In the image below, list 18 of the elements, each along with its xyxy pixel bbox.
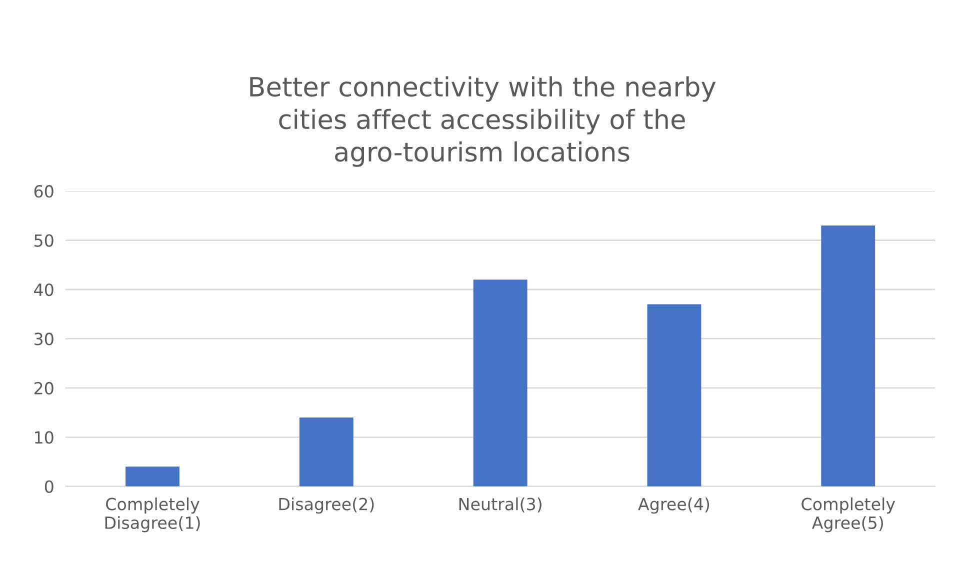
bar <box>647 304 702 486</box>
y-tick-label: 40 <box>34 283 54 296</box>
bar <box>126 466 180 486</box>
bar <box>473 280 528 486</box>
y-tick-label: 0 <box>44 480 54 493</box>
bar <box>299 417 354 486</box>
x-tick-label: Completely Agree(5) <box>802 497 896 532</box>
x-tick-label: Completely Disagree(1) <box>105 497 200 532</box>
bar <box>821 226 876 486</box>
y-tick-label: 10 <box>35 431 54 444</box>
x-tick-label: Neutral(3) <box>459 497 542 512</box>
y-tick-label: 50 <box>34 234 54 247</box>
x-tick-label: Agree(4) <box>638 497 710 514</box>
x-tick-label: Disagree(2) <box>279 497 374 514</box>
chart-title: Better connectivity with the nearby cities affect accessibility of the agro-tourism locations <box>250 76 716 167</box>
y-tick-label: 60 <box>34 185 54 198</box>
y-tick-label: 20 <box>34 382 54 394</box>
y-tick-label: 30 <box>34 332 54 346</box>
